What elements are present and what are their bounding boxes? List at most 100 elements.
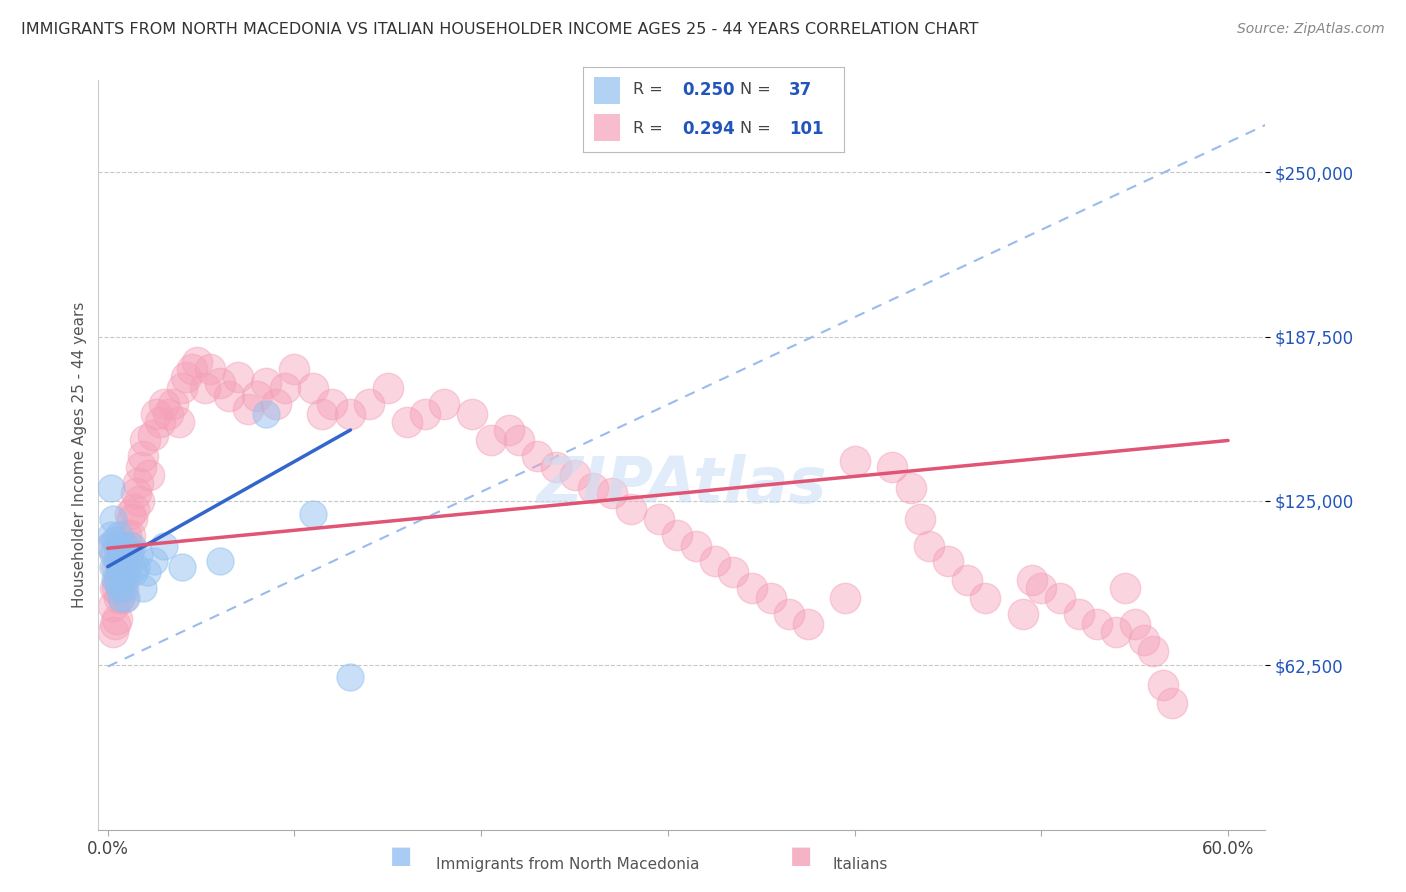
Point — [1011, 607, 1033, 621]
Point — [619, 501, 641, 516]
Point — [108, 591, 131, 606]
Point — [194, 381, 217, 395]
Point — [143, 554, 166, 568]
Point — [1085, 617, 1108, 632]
Point — [208, 554, 231, 568]
Point — [114, 539, 136, 553]
Point — [508, 434, 530, 448]
Point — [122, 565, 145, 579]
Point — [100, 528, 122, 542]
Point — [900, 481, 922, 495]
Point — [104, 533, 127, 548]
Point — [647, 512, 669, 526]
Text: ■: ■ — [389, 844, 412, 868]
Point — [110, 539, 132, 553]
Text: 101: 101 — [789, 120, 824, 137]
Point — [132, 581, 155, 595]
Point — [138, 467, 160, 482]
Point — [208, 376, 231, 390]
Point — [152, 539, 174, 553]
Point — [149, 415, 172, 429]
Point — [108, 559, 131, 574]
Point — [104, 581, 127, 595]
Point — [108, 581, 131, 595]
Point — [1152, 678, 1174, 692]
Point — [128, 547, 150, 561]
Point — [114, 565, 136, 579]
Point — [844, 454, 866, 468]
Point — [246, 389, 269, 403]
Point — [142, 428, 165, 442]
Point — [131, 459, 153, 474]
Text: IMMIGRANTS FROM NORTH MACEDONIA VS ITALIAN HOUSEHOLDER INCOME AGES 25 - 44 YEARS: IMMIGRANTS FROM NORTH MACEDONIA VS ITALI… — [21, 22, 979, 37]
Point — [121, 539, 143, 553]
Y-axis label: Householder Income Ages 25 - 44 years: Householder Income Ages 25 - 44 years — [72, 301, 87, 608]
Text: ■: ■ — [790, 844, 813, 868]
Point — [339, 407, 361, 421]
Point — [111, 581, 134, 595]
Point — [395, 415, 418, 429]
Point — [110, 591, 132, 606]
Point — [256, 376, 278, 390]
Point — [134, 434, 156, 448]
Point — [122, 501, 145, 516]
Point — [100, 539, 122, 553]
Point — [136, 565, 159, 579]
Text: R =: R = — [633, 121, 668, 136]
Point — [111, 591, 134, 606]
Point — [413, 407, 436, 421]
Text: N =: N = — [740, 121, 776, 136]
Point — [283, 362, 305, 376]
Point — [433, 397, 456, 411]
Text: Source: ZipAtlas.com: Source: ZipAtlas.com — [1237, 22, 1385, 37]
Point — [114, 573, 136, 587]
Point — [115, 547, 138, 561]
Text: Immigrants from North Macedonia: Immigrants from North Macedonia — [436, 857, 699, 872]
Point — [461, 407, 484, 421]
Point — [834, 591, 856, 606]
Point — [600, 486, 623, 500]
Point — [121, 512, 143, 526]
Point — [110, 559, 132, 574]
FancyBboxPatch shape — [593, 114, 620, 142]
Point — [1123, 617, 1146, 632]
Text: R =: R = — [633, 82, 668, 97]
Point — [156, 407, 179, 421]
Point — [321, 397, 343, 411]
Point — [703, 554, 725, 568]
Point — [1067, 607, 1090, 621]
Point — [111, 581, 134, 595]
Point — [105, 612, 128, 626]
Point — [162, 397, 184, 411]
Point — [1031, 581, 1053, 595]
Point — [152, 397, 174, 411]
Text: 0.294: 0.294 — [682, 120, 735, 137]
Point — [544, 459, 567, 474]
Point — [359, 397, 381, 411]
Point — [908, 512, 931, 526]
Point — [105, 581, 128, 595]
Point — [105, 573, 128, 587]
Point — [145, 407, 167, 421]
Point — [1133, 633, 1156, 648]
Point — [108, 573, 131, 587]
Point — [128, 494, 150, 508]
Point — [125, 486, 148, 500]
Point — [105, 559, 128, 574]
Point — [685, 539, 707, 553]
Point — [582, 481, 605, 495]
Point — [125, 559, 148, 574]
Point — [120, 528, 142, 542]
Point — [186, 354, 208, 368]
Point — [274, 381, 297, 395]
Point — [98, 539, 121, 553]
Point — [339, 670, 361, 684]
Point — [104, 573, 127, 587]
Point — [115, 528, 138, 542]
Point — [115, 591, 138, 606]
Point — [974, 591, 997, 606]
Point — [880, 459, 903, 474]
Point — [256, 407, 278, 421]
Point — [1105, 625, 1128, 640]
Point — [741, 581, 763, 595]
